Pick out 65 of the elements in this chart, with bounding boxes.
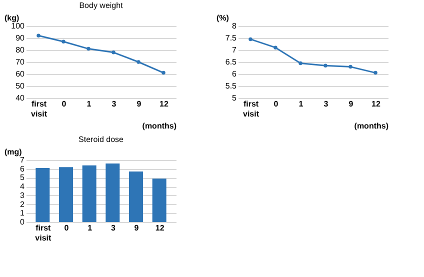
y-tick-label: 4 bbox=[20, 182, 26, 192]
x-tick-label: 1 bbox=[86, 100, 92, 108]
y-tick-label: 6.5 bbox=[225, 58, 238, 66]
x-tick-label: 0 bbox=[64, 224, 70, 232]
x-axis-title: (months) bbox=[142, 122, 177, 130]
y-tick-label: 40 bbox=[16, 94, 26, 102]
x-tick-label: 12 bbox=[372, 100, 381, 108]
x-tick-label: 0 bbox=[274, 100, 279, 108]
y-tick-label: 70 bbox=[16, 58, 26, 66]
x-tick-label: first visit bbox=[35, 224, 52, 242]
y-tick-label: 5.5 bbox=[225, 82, 238, 90]
point bbox=[248, 37, 252, 42]
x-tick-label: 9 bbox=[136, 100, 142, 108]
bar bbox=[36, 168, 50, 222]
y-tick-label: 6 bbox=[20, 164, 26, 174]
point bbox=[348, 64, 352, 69]
x-tick-label: 3 bbox=[112, 100, 117, 108]
y-axis-title: (kg) bbox=[4, 14, 20, 22]
y-tick-label: 6 bbox=[232, 70, 238, 78]
y-tick-label: 80 bbox=[16, 46, 26, 54]
point bbox=[36, 34, 40, 38]
bar bbox=[82, 165, 96, 222]
y-tick-label: 0 bbox=[20, 218, 26, 226]
x-tick-label: 9 bbox=[134, 224, 140, 232]
x-tick-label: first visit bbox=[242, 100, 260, 118]
x-tick-label: 9 bbox=[348, 100, 354, 108]
point bbox=[112, 50, 116, 54]
point bbox=[324, 64, 328, 68]
y-tick-label: 5 bbox=[20, 173, 26, 182]
y-tick-label: 100 bbox=[11, 22, 26, 30]
point bbox=[62, 40, 66, 44]
x-tick-label: 3 bbox=[110, 224, 116, 232]
x-tick-label: 1 bbox=[88, 224, 93, 232]
x-axis-title: (months) bbox=[354, 122, 389, 130]
x-tick-label: 12 bbox=[155, 224, 165, 232]
y-tick-label: 1 bbox=[20, 208, 26, 218]
x-tick-label: 3 bbox=[324, 100, 329, 108]
bar bbox=[152, 178, 166, 222]
x-tick-label: 0 bbox=[62, 100, 67, 108]
y-tick-label: 7 bbox=[20, 156, 26, 164]
bar bbox=[59, 167, 73, 222]
y-tick-label: 5 bbox=[232, 94, 238, 102]
y-tick-label: 8 bbox=[232, 22, 238, 30]
point bbox=[274, 46, 278, 50]
point bbox=[136, 60, 140, 64]
y-tick-label: 60 bbox=[16, 70, 26, 78]
x-tick-label: 1 bbox=[298, 100, 304, 108]
y-tick-label: 3 bbox=[20, 190, 26, 200]
point bbox=[162, 70, 166, 75]
y-tick-label: 2 bbox=[20, 200, 26, 209]
x-tick-label: 12 bbox=[160, 100, 169, 108]
chart-title: Steroid dose bbox=[78, 135, 124, 144]
y-tick-label: 90 bbox=[16, 34, 26, 42]
y-tick-label: 7.5 bbox=[225, 34, 238, 42]
chart-title: Body weight bbox=[79, 1, 124, 10]
bar bbox=[106, 164, 120, 222]
y-axis-title: (%) bbox=[216, 14, 230, 22]
y-tick-label: 7 bbox=[232, 46, 238, 54]
x-tick-label: first visit bbox=[30, 100, 48, 118]
point bbox=[374, 70, 378, 75]
point bbox=[86, 46, 90, 51]
y-axis-title: (mg) bbox=[4, 148, 22, 156]
point bbox=[298, 61, 302, 66]
bar bbox=[129, 172, 143, 222]
y-tick-label: 50 bbox=[16, 82, 26, 90]
